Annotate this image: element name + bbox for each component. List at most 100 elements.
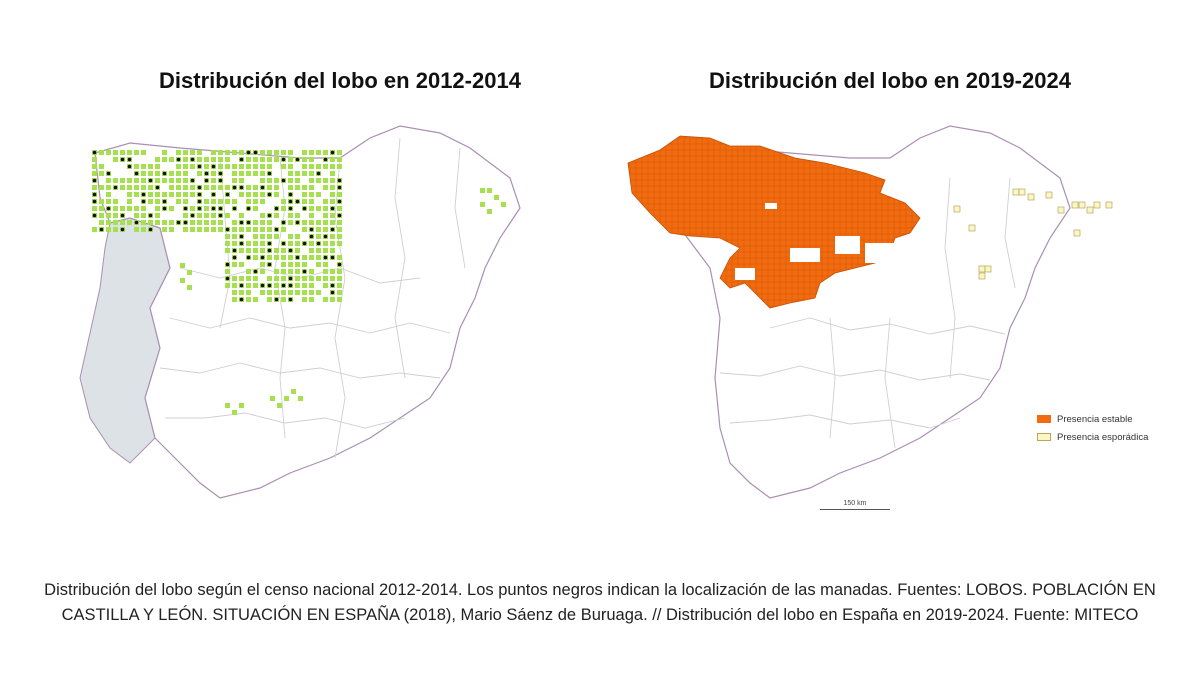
pack-dot xyxy=(155,185,160,190)
presence-cell xyxy=(277,403,282,408)
pack-dot xyxy=(211,164,216,169)
presence-cell xyxy=(316,290,321,295)
presence-cell xyxy=(274,283,279,288)
presence-cell xyxy=(253,157,258,162)
pack-dot xyxy=(330,227,335,232)
presence-cell xyxy=(260,178,265,183)
presence-cell xyxy=(309,283,314,288)
presence-cell xyxy=(260,164,265,169)
presence-cell xyxy=(211,157,216,162)
presence-cell xyxy=(281,227,286,232)
presence-cell xyxy=(232,297,237,302)
presence-cell xyxy=(225,185,230,190)
presence-cell xyxy=(302,290,307,295)
legend-label-stable: Presencia estable xyxy=(1057,414,1133,425)
presence-cell xyxy=(337,297,342,302)
pack-dot xyxy=(260,185,265,190)
pack-dot xyxy=(288,283,293,288)
pack-dot xyxy=(190,178,195,183)
presence-cell xyxy=(316,262,321,267)
presence-cell xyxy=(232,283,237,288)
presence-cell xyxy=(295,290,300,295)
presence-cell xyxy=(281,199,286,204)
pack-dot xyxy=(232,206,237,211)
presence-cell xyxy=(323,199,328,204)
presence-cell xyxy=(190,206,195,211)
figure-caption: Distribución del lobo según el censo nac… xyxy=(44,581,1156,624)
presence-cell xyxy=(134,227,139,232)
pack-dot xyxy=(92,213,97,218)
presence-cell xyxy=(330,297,335,302)
presence-cell xyxy=(316,220,321,225)
presence-cell xyxy=(211,185,216,190)
pack-dot xyxy=(113,185,118,190)
pack-dot xyxy=(183,206,188,211)
presence-cell xyxy=(204,185,209,190)
presence-cell xyxy=(309,255,314,260)
presence-cell xyxy=(288,241,293,246)
presence-cell xyxy=(190,150,195,155)
pack-dot xyxy=(148,213,153,218)
presence-cell xyxy=(155,213,160,218)
presence-cell xyxy=(246,227,251,232)
presence-cell xyxy=(127,192,132,197)
legend-label-sporadic: Presencia esporádica xyxy=(1057,432,1149,443)
presence-cell xyxy=(232,290,237,295)
presence-cell xyxy=(323,276,328,281)
presence-cell xyxy=(302,199,307,204)
sporadic-cell xyxy=(1012,188,1020,196)
presence-cell xyxy=(260,157,265,162)
presence-cell xyxy=(197,171,202,176)
sporadic-cell xyxy=(1071,201,1079,209)
presence-cell xyxy=(309,269,314,274)
presence-cell xyxy=(218,157,223,162)
pack-dot xyxy=(267,192,272,197)
presence-cell xyxy=(127,150,132,155)
pack-dot xyxy=(232,255,237,260)
presence-cell xyxy=(113,220,118,225)
presence-cell xyxy=(253,241,258,246)
pack-dot xyxy=(246,220,251,225)
presence-cell xyxy=(480,202,485,207)
pack-dot xyxy=(288,276,293,281)
sporadic-cell xyxy=(978,272,986,280)
presence-cell xyxy=(337,164,342,169)
presence-cell xyxy=(302,227,307,232)
presence-cell xyxy=(260,192,265,197)
pack-dot xyxy=(260,255,265,260)
presence-cell xyxy=(288,255,293,260)
presence-cell xyxy=(267,220,272,225)
presence-cell xyxy=(260,262,265,267)
presence-cell xyxy=(316,150,321,155)
presence-cell xyxy=(494,195,499,200)
presence-cell xyxy=(176,192,181,197)
pack-dot xyxy=(295,157,300,162)
presence-cell xyxy=(127,185,132,190)
pack-dot xyxy=(134,220,139,225)
presence-cell xyxy=(120,220,125,225)
presence-cell xyxy=(141,171,146,176)
presence-cell xyxy=(225,241,230,246)
pack-dot xyxy=(148,227,153,232)
sporadic-cell xyxy=(953,205,961,213)
presence-cell xyxy=(323,206,328,211)
sporadic-cell xyxy=(984,265,992,273)
presence-cell xyxy=(183,171,188,176)
pack-dot xyxy=(267,262,272,267)
scale-bar: 150 km xyxy=(820,500,890,510)
province-borders xyxy=(719,177,1016,449)
presence-cell xyxy=(127,178,132,183)
presence-cell xyxy=(141,150,146,155)
presence-cell xyxy=(246,185,251,190)
presence-cell xyxy=(246,241,251,246)
presence-cell xyxy=(295,262,300,267)
presence-cell xyxy=(155,157,160,162)
pack-dots xyxy=(92,150,342,302)
presence-cell xyxy=(330,220,335,225)
presence-cell xyxy=(169,157,174,162)
presence-cell xyxy=(225,199,230,204)
absence-gaps xyxy=(735,203,895,280)
presence-cell xyxy=(232,220,237,225)
presence-cell xyxy=(169,178,174,183)
presence-cell xyxy=(92,164,97,169)
